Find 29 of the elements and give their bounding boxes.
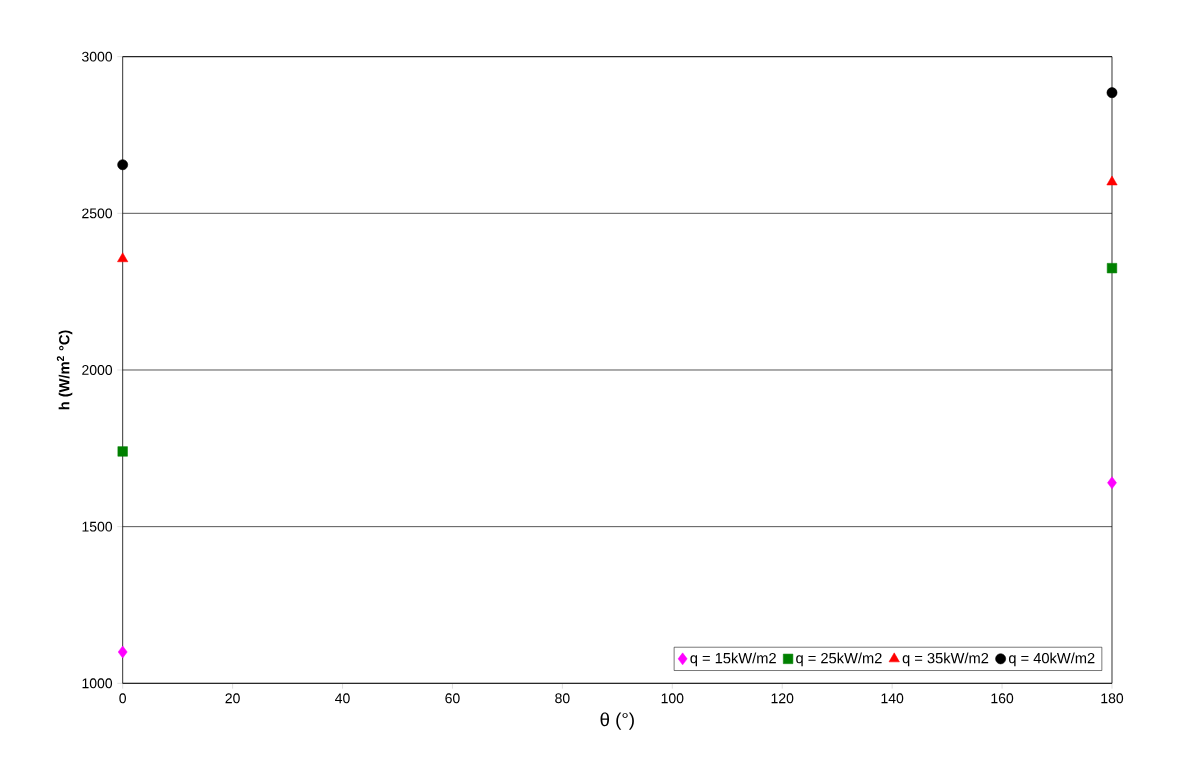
legend-label: q = 25kW/m2	[796, 652, 882, 667]
x-axis-title: θ (°)	[600, 712, 634, 730]
legend-label: q = 15kW/m2	[690, 652, 776, 667]
point	[1106, 263, 1118, 274]
x-tick-label: 180	[1101, 693, 1124, 704]
point	[117, 645, 128, 659]
x-tick-label: 100	[661, 693, 684, 704]
x-tick-label: 20	[225, 693, 240, 704]
x-tick-label: 140	[881, 693, 904, 704]
y-tick-label: 2500	[82, 208, 113, 219]
x-tick-label: 80	[555, 693, 570, 704]
point	[117, 159, 129, 171]
y-tick-label: 1000	[82, 678, 113, 689]
point	[1106, 87, 1118, 99]
x-tick-label: 60	[445, 693, 460, 704]
point	[117, 252, 129, 263]
y-axis-title: h (W/m$^{2}$ °C)	[56, 330, 73, 410]
x-tick-label: 120	[771, 693, 794, 704]
x-tick-label: 160	[991, 693, 1014, 704]
y-tick-label: 1500	[82, 521, 113, 532]
x-tick-label: 40	[335, 693, 350, 704]
point	[117, 446, 128, 457]
x-tick-label: 0	[119, 693, 127, 704]
y-tick-label: 3000	[82, 51, 113, 62]
y-tick-label: 2000	[82, 365, 113, 375]
point	[1107, 476, 1117, 490]
point	[1106, 175, 1118, 186]
legend-label: q = 40kW/m2	[1008, 652, 1095, 667]
legend-label: q = 35kW/m2	[902, 652, 989, 667]
